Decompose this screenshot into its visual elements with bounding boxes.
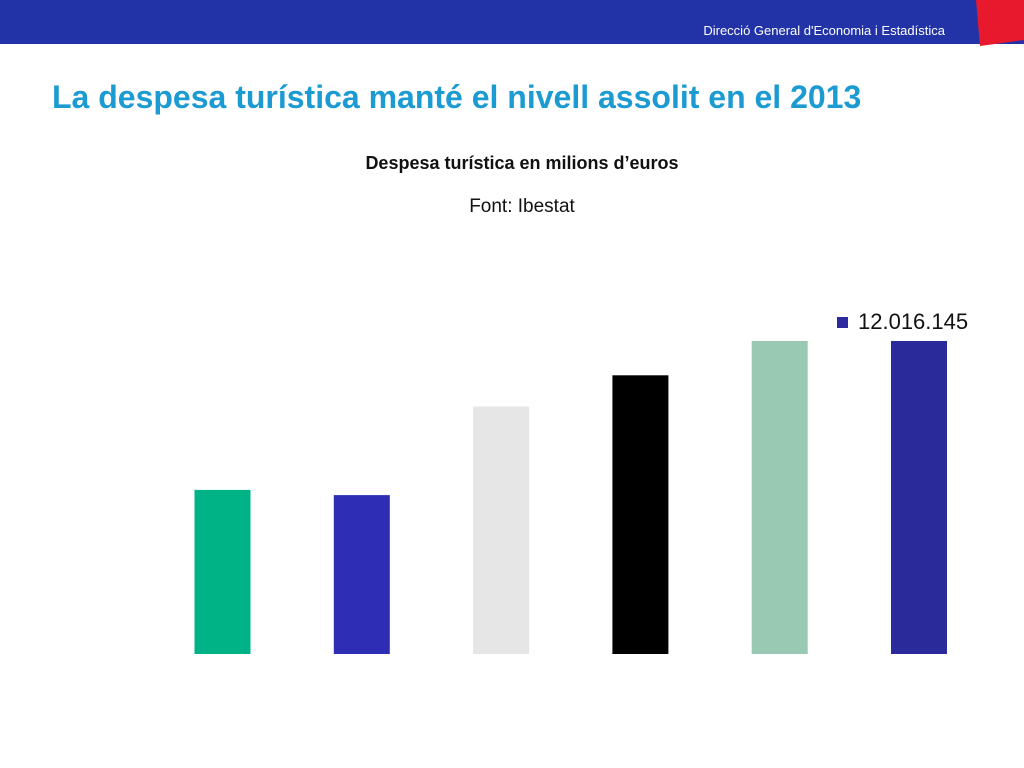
chart-bar-2 bbox=[333, 495, 390, 654]
legend-swatch bbox=[837, 316, 848, 328]
organization-name: Direcció General d'Economia i Estadístic… bbox=[703, 23, 945, 38]
chart-bar-1 bbox=[194, 489, 251, 654]
chart-legend: 12.016.145 bbox=[837, 309, 968, 335]
legend-label: 12.016.145 bbox=[858, 309, 969, 334]
chart-source: Font: Ibestat bbox=[469, 196, 575, 217]
corner-logo-mark bbox=[976, 0, 1024, 46]
chart-title: Despesa turística en milions d’euros bbox=[365, 153, 679, 173]
chart-bar-3 bbox=[473, 406, 530, 654]
chart-bar-6 bbox=[891, 341, 947, 654]
chart-bar-5 bbox=[751, 341, 808, 654]
header-bar: Direcció General d'Economia i Estadístic… bbox=[0, 0, 1024, 44]
corner-triangle bbox=[976, 0, 1024, 46]
chart-bar-4 bbox=[612, 375, 669, 654]
page-title: La despesa turística manté el nivell ass… bbox=[52, 79, 862, 115]
